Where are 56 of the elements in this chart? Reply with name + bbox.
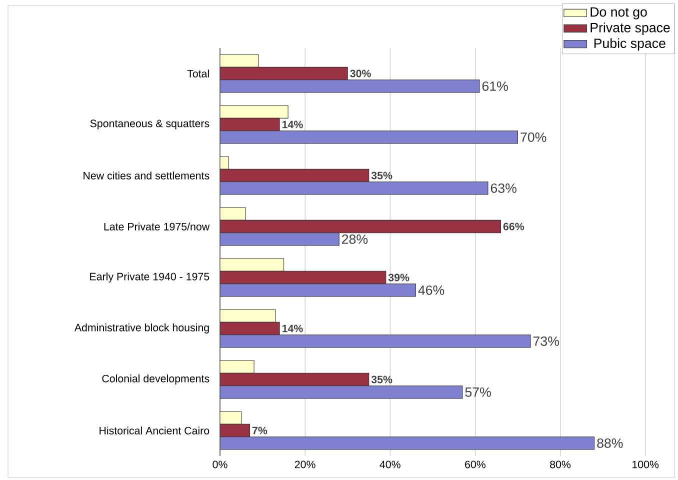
y-tick-label: New cities and settlements [84, 172, 210, 180]
y-tick-label: Spontaneous & squatters [90, 120, 210, 130]
y-tick-label: Total [187, 70, 209, 78]
data-label: 57% [465, 387, 491, 397]
bar [220, 284, 416, 297]
bar [220, 54, 259, 68]
bar [220, 80, 480, 93]
y-tick-label: Administrative block housing [74, 324, 209, 334]
bar [220, 66, 348, 80]
data-label: 61% [482, 81, 508, 91]
data-label: 46% [418, 285, 444, 295]
bar [220, 182, 488, 195]
bar [220, 232, 340, 246]
x-tick-label: 20% [294, 460, 316, 468]
x-tick-label: 60% [465, 460, 486, 468]
data-label: 7% [252, 426, 268, 434]
bar [220, 220, 501, 234]
bar [220, 130, 518, 144]
data-label: 70% [520, 132, 546, 142]
bar [220, 372, 370, 386]
bar [220, 411, 242, 424]
legend-label: Do not go [590, 7, 647, 20]
bar [220, 386, 463, 399]
bar [220, 322, 280, 336]
data-label: 35% [371, 376, 392, 384]
bar [220, 334, 531, 348]
x-tick-label: 80% [550, 460, 571, 468]
legend-label: Private space [590, 22, 670, 35]
bar [220, 436, 595, 450]
bar [220, 168, 370, 182]
bar [220, 207, 246, 220]
data-label: 14% [282, 120, 303, 128]
bar [220, 105, 288, 118]
data-label: 14% [282, 324, 303, 332]
data-label: 63% [490, 183, 516, 193]
x-tick-label: 0% [212, 460, 228, 468]
y-tick-label: Colonial developments [102, 374, 210, 384]
data-label: 73% [533, 336, 559, 346]
data-label: 28% [342, 234, 368, 244]
bar [220, 424, 250, 438]
legend-label: Pubic space [594, 38, 666, 51]
data-label: 30% [350, 70, 371, 78]
y-tick-label: Early Private 1940 - 1975 [90, 272, 210, 282]
y-tick-label: Historical Ancient Cairo [100, 426, 210, 434]
bar [220, 118, 280, 132]
x-tick-label: 100% [632, 460, 659, 468]
bar [220, 309, 276, 322]
bar [220, 270, 386, 284]
bar [220, 258, 284, 272]
data-label: 88% [597, 438, 623, 448]
data-label: 66% [503, 222, 524, 230]
x-tick-label: 40% [380, 460, 400, 468]
data-label: 35% [371, 172, 392, 180]
data-label: 39% [388, 274, 410, 282]
bar [220, 360, 254, 374]
y-tick-label: Late Private 1975/now [104, 222, 210, 230]
